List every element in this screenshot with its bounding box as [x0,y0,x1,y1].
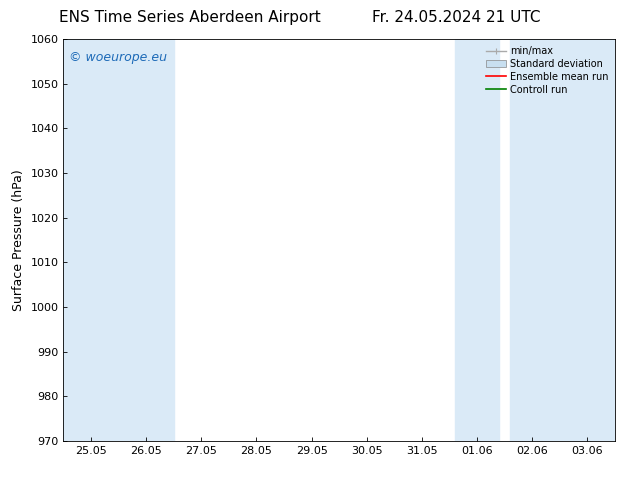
Text: ENS Time Series Aberdeen Airport: ENS Time Series Aberdeen Airport [60,10,321,25]
Text: Fr. 24.05.2024 21 UTC: Fr. 24.05.2024 21 UTC [372,10,541,25]
Legend: min/max, Standard deviation, Ensemble mean run, Controll run: min/max, Standard deviation, Ensemble me… [484,44,610,97]
Y-axis label: Surface Pressure (hPa): Surface Pressure (hPa) [12,169,25,311]
Bar [510,39,615,441]
Bar [455,39,499,441]
Bar [63,39,174,441]
Text: © woeurope.eu: © woeurope.eu [69,51,167,64]
